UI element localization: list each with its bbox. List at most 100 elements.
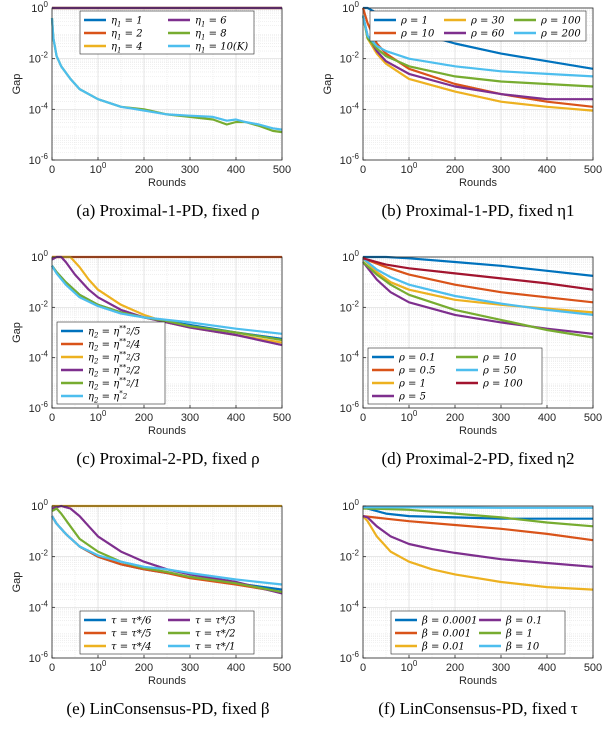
panel-caption: (a) Proximal-1-PD, fixed ρ — [76, 201, 259, 220]
series-line-7 — [362, 257, 594, 291]
legend-entry: ρ = 1 — [400, 16, 428, 27]
series-line-3 — [362, 515, 594, 591]
legend-entry: β = 0.01 — [421, 642, 465, 653]
panel-caption: (e) LinConsensus-PD, fixed β — [66, 699, 269, 718]
legend-entry: ρ = 60 — [470, 29, 505, 40]
legend-entry: ρ = 10 — [400, 29, 435, 40]
legend-entry: η2 = η*2 — [88, 390, 128, 405]
legend-entry: β = 0.0001 — [421, 616, 478, 627]
x-tick-label: 100 — [90, 409, 107, 424]
axes-frame — [362, 7, 594, 161]
y-tick-label: 10-6 — [29, 152, 49, 167]
x-tick-label: 200 — [135, 662, 153, 674]
y-tick-label: 10-4 — [340, 101, 360, 116]
legend-entry: η1 = 8 — [195, 29, 227, 42]
x-tick-label: 0 — [360, 662, 366, 674]
series-line-6 — [51, 265, 283, 335]
legend-entry: τ = τ*/5 — [111, 629, 152, 640]
y-tick-label: 10-4 — [29, 599, 49, 614]
series-line-2 — [362, 257, 594, 304]
x-axis-label: Rounds — [459, 675, 497, 687]
x-axis-label: Rounds — [459, 177, 497, 189]
series-line-4 — [362, 515, 594, 568]
legend-entry: β = 1 — [505, 629, 533, 640]
x-tick-label: 200 — [446, 662, 464, 674]
series-line-5 — [51, 265, 283, 342]
series-line-6 — [363, 506, 593, 509]
y-tick-label: 10-6 — [340, 152, 360, 167]
panel-e: 0 100 200 300 400 500 10-6 10-4 10-2 100 Rounds Gap… — [11, 498, 291, 718]
y-tick-label: 10-6 — [29, 400, 49, 415]
x-tick-label: 100 — [401, 659, 418, 674]
panel-caption: (f) LinConsensus-PD, fixed τ — [378, 699, 578, 718]
x-axis-label: Rounds — [459, 425, 497, 437]
x-tick-label: 400 — [538, 662, 556, 674]
x-axis-label: Rounds — [148, 425, 186, 437]
legend: ρ = 1 ρ = 10 ρ = 30 ρ = 60 ρ = 100 ρ = 200 — [369, 10, 587, 42]
y-axis-label: Gap — [322, 74, 334, 95]
series-line-5 — [362, 261, 594, 339]
x-tick-label: 0 — [49, 164, 55, 176]
x-tick-label: 400 — [227, 412, 245, 424]
legend-entry: ρ = 0.5 — [398, 366, 436, 377]
y-tick-label: 100 — [342, 0, 359, 15]
x-tick-label: 500 — [273, 662, 291, 674]
y-tick-label: 10-6 — [29, 650, 49, 665]
legend-entry: β = 10 — [505, 642, 540, 653]
legend-entry: η2 = η**2/3 — [88, 351, 140, 366]
series-line-6 — [51, 515, 283, 586]
y-axis-label: Gap — [11, 74, 23, 95]
legend-entry: τ = τ*/4 — [111, 642, 152, 653]
panel-caption: (c) Proximal-2-PD, fixed ρ — [76, 449, 259, 468]
x-tick-label: 400 — [538, 164, 556, 176]
x-tick-label: 300 — [181, 164, 199, 176]
y-axis-label: Gap — [11, 322, 23, 343]
x-tick-label: 500 — [584, 412, 602, 424]
x-tick-label: 200 — [446, 164, 464, 176]
y-tick-label: 10-2 — [29, 549, 49, 564]
x-tick-label: 300 — [492, 412, 510, 424]
legend-entry: η1 = 2 — [111, 29, 143, 42]
y-tick-label: 10-4 — [340, 599, 360, 614]
legend: τ = τ*/6 τ = τ*/5 τ = τ*/4 τ = τ*/3 τ = τ*/2… — [79, 610, 255, 655]
legend-entry: τ = τ*/2 — [195, 629, 236, 640]
series-line-3 — [361, 15, 594, 112]
x-tick-label: 300 — [492, 164, 510, 176]
legend-entry: β = 0.1 — [505, 616, 542, 627]
legend-entry: ρ = 100 — [540, 16, 581, 27]
legend-entry: η2 = η**2/2 — [88, 364, 140, 379]
panel-b: 0 100 200 300 400 500 10-6 10-4 10-2 100 Rounds Gap… — [322, 0, 602, 220]
x-tick-label: 500 — [584, 662, 602, 674]
legend-entry: ρ = 30 — [470, 16, 505, 27]
series-line-5 — [361, 15, 594, 88]
series-line-4 — [51, 504, 283, 595]
x-tick-label: 0 — [49, 662, 55, 674]
y-tick-label: 10-4 — [29, 101, 49, 116]
legend-entry: ρ = 5 — [398, 392, 426, 403]
x-tick-label: 500 — [273, 164, 291, 176]
panel-a: 0 100 200 300 400 500 10-6 10-4 10-2 100 Rounds Gap… — [11, 0, 291, 220]
legend-entry: η1 = 4 — [111, 42, 143, 55]
legend-entry: ρ = 200 — [540, 29, 581, 40]
x-tick-label: 500 — [273, 412, 291, 424]
axes-frame — [362, 505, 594, 659]
x-tick-label: 0 — [49, 412, 55, 424]
legend: η2 = η**2/5η2 = η**2/4η2 = η**2/3η2 = η*… — [56, 321, 166, 405]
legend-entry: ρ = 50 — [482, 366, 517, 377]
series-line-5 — [362, 507, 594, 528]
y-tick-label: 10-6 — [340, 650, 360, 665]
y-tick-label: 10-4 — [340, 350, 360, 365]
panel-d: 0 100 200 300 400 500 10-6 10-4 10-2 100 Rounds ρ =… — [340, 249, 603, 468]
x-tick-label: 100 — [401, 161, 418, 176]
panel-c: 0 100 200 300 400 500 10-6 10-4 10-2 100 Rounds Gap… — [11, 249, 291, 468]
legend-entry: τ = τ*/1 — [195, 642, 236, 653]
x-tick-label: 0 — [360, 164, 366, 176]
x-tick-label: 300 — [492, 662, 510, 674]
y-tick-label: 10-2 — [29, 299, 49, 314]
panel-caption: (b) Proximal-1-PD, fixed η1 — [381, 201, 574, 220]
legend-entry: η2 = η**2/1 — [88, 377, 140, 392]
legend-entry: η2 = η**2/5 — [88, 325, 140, 340]
axes-frame — [51, 256, 283, 409]
series-line-5 — [51, 507, 283, 594]
